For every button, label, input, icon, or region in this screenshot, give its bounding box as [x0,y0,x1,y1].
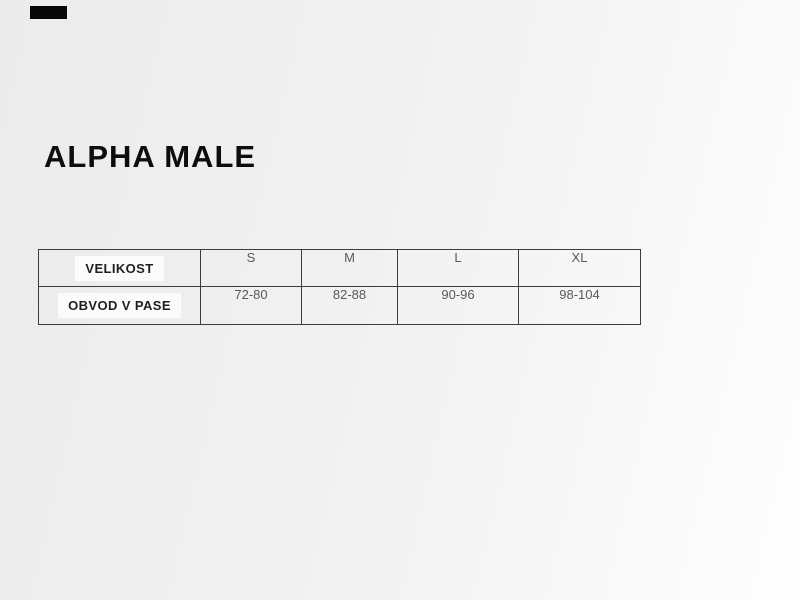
size-table: VELIKOST S M L XL OBVOD V PASE 72-80 82-… [38,249,641,325]
column-header-xl: XL [518,249,641,287]
table-cell-l-value: 90-96 [397,286,519,325]
top-left-black-bar [30,6,67,19]
row-header-velikost: VELIKOST [38,249,201,287]
column-header-l: L [397,249,519,287]
row-header-obvod-v-pase: OBVOD V PASE [38,286,201,325]
row-header-obvod-v-pase-label: OBVOD V PASE [58,293,181,318]
row-header-velikost-label: VELIKOST [75,255,164,281]
column-header-m: M [301,249,398,287]
table-header-row: VELIKOST S M L XL [38,249,641,287]
table-cell-s-value: 72-80 [200,286,302,325]
page-title: ALPHA MALE [44,139,257,174]
table-cell-m-value: 82-88 [301,286,398,325]
column-header-s: S [200,249,302,287]
table-cell-xl-value: 98-104 [518,286,641,325]
table-row-waist: OBVOD V PASE 72-80 82-88 90-96 98-104 [38,286,641,325]
